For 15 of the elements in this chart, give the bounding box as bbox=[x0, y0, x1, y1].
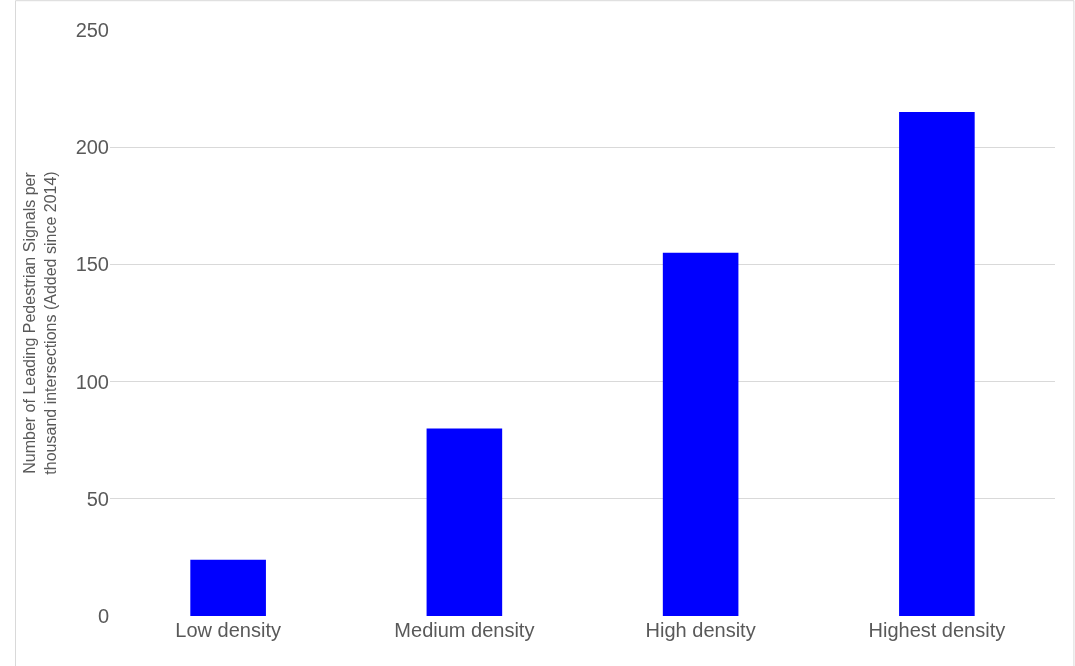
bar bbox=[190, 559, 266, 616]
y-tick-label: 100 bbox=[75, 370, 109, 393]
bar bbox=[899, 112, 975, 616]
y-axis-title: Number of Leading Pedestrian Signals per thousand intersections (Added since 2014) bbox=[20, 171, 59, 475]
y-tick-label: 250 bbox=[75, 19, 109, 41]
bar bbox=[662, 252, 739, 616]
x-tick-label: High density bbox=[645, 619, 756, 641]
x-tick-label: Medium density bbox=[394, 619, 535, 641]
y-tick-label: 150 bbox=[75, 253, 109, 276]
y-tick-label: 200 bbox=[75, 136, 109, 159]
y-tick-label: 50 bbox=[86, 487, 109, 510]
bar bbox=[426, 428, 503, 616]
x-tick-label: Low density bbox=[175, 619, 281, 641]
x-tick-label: Highest density bbox=[868, 619, 1006, 641]
y-tick-label: 0 bbox=[97, 605, 109, 627]
